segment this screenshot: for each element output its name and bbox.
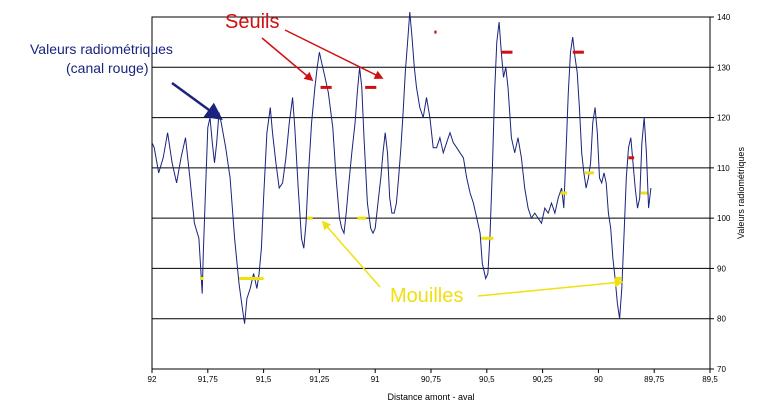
x-tick-label: 90,5 — [479, 375, 495, 384]
y-axis: 70 80 90 100 110 120 130 140 — [710, 13, 731, 374]
seuils-arrow-2 — [284, 29, 384, 79]
x-tick-label: 90 — [594, 375, 603, 384]
annotation-radiometric-line1: Valeurs radiométriques — [30, 41, 173, 57]
plot-area — [151, 16, 711, 370]
radiometric-arrow — [171, 81, 223, 121]
x-tick-label: 91 — [371, 375, 380, 384]
x-tick-label: 91,25 — [309, 375, 330, 384]
y-tick-label: 70 — [717, 365, 726, 374]
annotation-mouilles: Mouilles — [390, 285, 463, 307]
annotation-seuils: Seuils — [225, 11, 279, 33]
x-tick-label: 89,5 — [702, 375, 718, 384]
y-tick-label: 80 — [717, 315, 726, 324]
annotation-radiometric-line2: (canal rouge) — [66, 60, 149, 76]
y-tick-label: 120 — [717, 114, 731, 123]
x-tick-label: 90,25 — [533, 375, 554, 384]
y-tick-label: 90 — [717, 264, 726, 273]
x-tick-label: 90,75 — [421, 375, 442, 384]
x-tick-label: 92 — [148, 375, 157, 384]
y-tick-label: 130 — [717, 63, 731, 72]
x-axis: 92 91,75 91,5 91,25 91 90,75 90,5 90,25 90 89,75 8… — [148, 369, 718, 384]
y-tick-label: 100 — [717, 214, 731, 223]
x-tick-label: 91,75 — [198, 375, 219, 384]
y-axis-title: Valeurs radiométriques — [736, 147, 746, 239]
seuil-markers — [320, 30, 635, 160]
x-tick-label: 89,75 — [644, 375, 665, 384]
y-tick-label: 140 — [717, 13, 731, 22]
seuils-arrow-1 — [261, 37, 314, 82]
y-tick-label: 110 — [717, 164, 730, 173]
x-axis-title: Distance amont - aval — [387, 392, 474, 402]
grid-lines — [152, 66, 710, 320]
mouilles-arrow-2 — [477, 278, 624, 297]
x-tick-label: 91,5 — [256, 375, 272, 384]
mouilles-arrow-1 — [321, 220, 381, 288]
